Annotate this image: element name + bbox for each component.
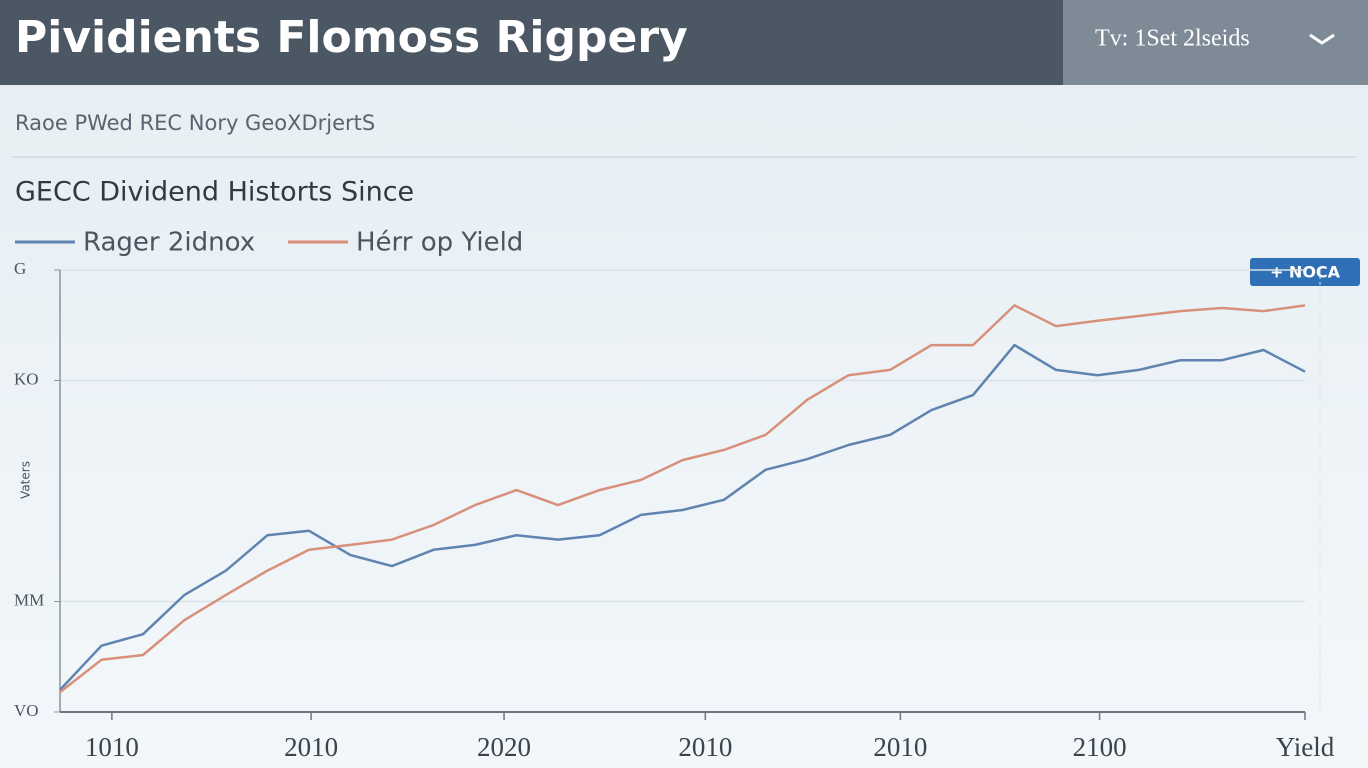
x-tick-label: 2010 — [284, 732, 338, 762]
dropdown-label[interactable]: Tv: 1Set 2lseids — [1095, 26, 1250, 52]
series-line — [59, 343, 1306, 691]
y-tick-label: G — [14, 259, 26, 278]
x-tick-label: 2100 — [1073, 732, 1127, 762]
x-tick-label: 2010 — [678, 732, 732, 762]
x-tick-label: 2010 — [873, 732, 927, 762]
x-tick-label: 1010 — [85, 732, 139, 762]
dropdown[interactable] — [1063, 0, 1368, 85]
y-axis-label: Vaters — [19, 461, 33, 499]
x-tick-label: Yield — [1276, 732, 1335, 762]
badge[interactable] — [1250, 258, 1360, 286]
legend-label: Rager 2idnox — [83, 228, 255, 258]
chevron — [1309, 33, 1335, 45]
header-bar — [0, 0, 1063, 85]
x-tick-label: 2020 — [477, 732, 531, 762]
badge-label[interactable]: + NOCA — [1270, 263, 1341, 282]
series-line — [59, 304, 1306, 694]
y-tick-label: KO — [14, 369, 39, 388]
y-tick-label: MM — [14, 590, 44, 609]
chart-title: GECC Dividend Historts Since — [15, 177, 414, 208]
y-tick-label: VO — [14, 701, 39, 720]
legend-label: Hérr op Yield — [356, 228, 523, 258]
page-title: Pividients Flomoss Rigpery — [15, 12, 688, 63]
subheader: Raoe PWed REC Nory GeoXDrjertS — [15, 111, 375, 135]
background — [0, 85, 1368, 768]
